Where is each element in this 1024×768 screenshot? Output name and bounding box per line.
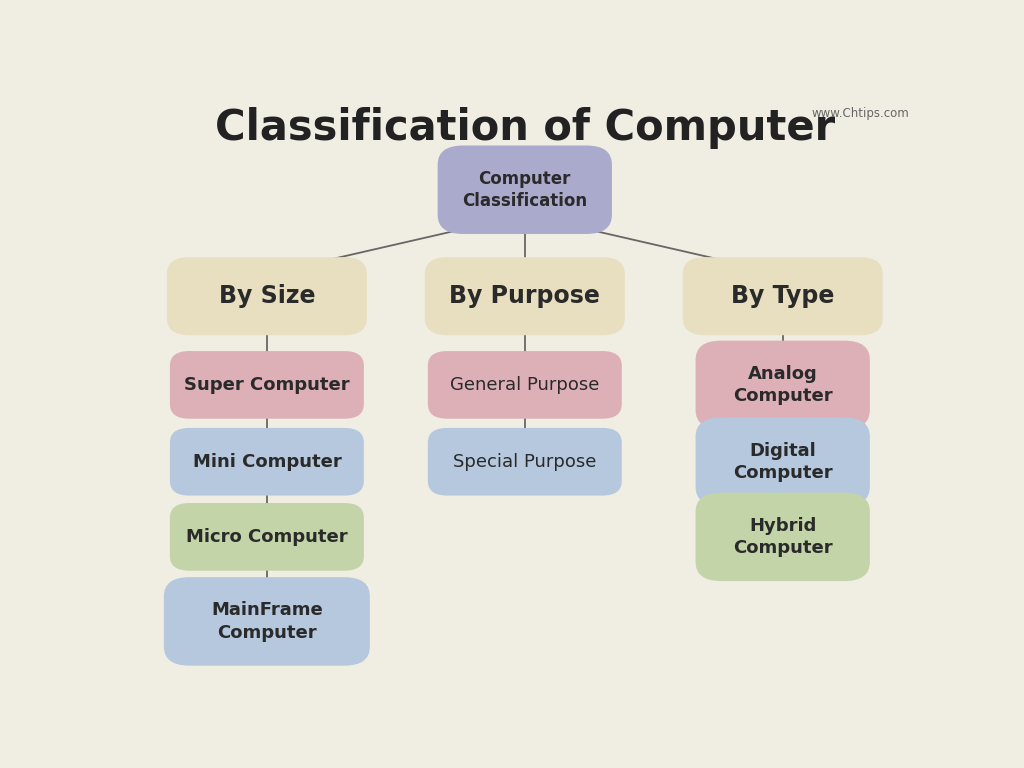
FancyBboxPatch shape <box>170 351 364 419</box>
Text: MainFrame
Computer: MainFrame Computer <box>211 601 323 641</box>
FancyBboxPatch shape <box>170 428 364 495</box>
FancyBboxPatch shape <box>170 503 364 571</box>
Text: Computer
Classification: Computer Classification <box>462 170 588 210</box>
FancyBboxPatch shape <box>695 492 869 581</box>
FancyBboxPatch shape <box>437 145 612 234</box>
FancyBboxPatch shape <box>695 418 869 506</box>
Text: Mini Computer: Mini Computer <box>193 453 341 471</box>
Text: By Size: By Size <box>219 284 315 308</box>
FancyBboxPatch shape <box>425 257 625 335</box>
FancyBboxPatch shape <box>167 257 367 335</box>
Text: Micro Computer: Micro Computer <box>186 528 348 546</box>
FancyBboxPatch shape <box>683 257 883 335</box>
Text: Hybrid
Computer: Hybrid Computer <box>733 517 833 557</box>
Text: Analog
Computer: Analog Computer <box>733 365 833 405</box>
FancyBboxPatch shape <box>164 578 370 666</box>
Text: www.Chtips.com: www.Chtips.com <box>812 107 909 120</box>
Text: General Purpose: General Purpose <box>451 376 599 394</box>
Text: Classification of Computer: Classification of Computer <box>215 107 835 149</box>
FancyBboxPatch shape <box>695 341 869 429</box>
Text: By Purpose: By Purpose <box>450 284 600 308</box>
Text: Super Computer: Super Computer <box>184 376 349 394</box>
Text: Special Purpose: Special Purpose <box>453 453 597 471</box>
FancyBboxPatch shape <box>428 428 622 495</box>
FancyBboxPatch shape <box>428 351 622 419</box>
Text: By Type: By Type <box>731 284 835 308</box>
Text: Digital
Computer: Digital Computer <box>733 442 833 482</box>
